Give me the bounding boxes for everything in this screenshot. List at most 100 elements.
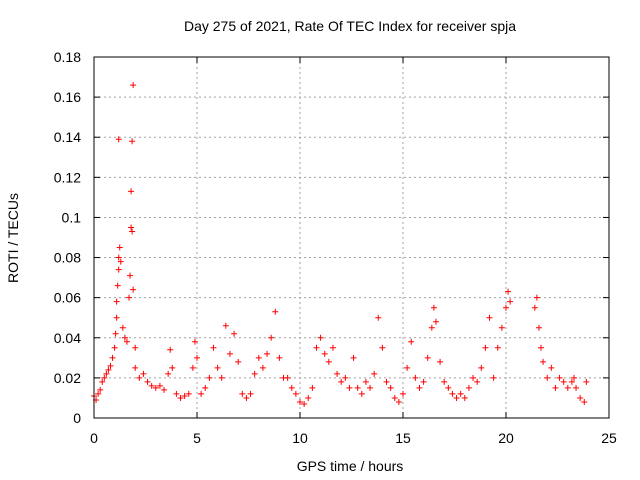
data-point bbox=[568, 378, 575, 385]
data-point bbox=[115, 136, 122, 143]
data-point bbox=[317, 334, 324, 341]
data-point bbox=[412, 374, 419, 381]
data-point bbox=[404, 364, 411, 371]
data-point bbox=[538, 344, 545, 351]
data-point bbox=[185, 390, 192, 397]
data-point bbox=[129, 138, 136, 145]
data-point bbox=[105, 366, 112, 373]
data-point bbox=[309, 384, 316, 391]
data-point bbox=[132, 344, 139, 351]
data-point bbox=[101, 374, 108, 381]
y-tick-label: 0.04 bbox=[54, 330, 81, 346]
data-point bbox=[97, 386, 104, 393]
data-point bbox=[321, 350, 328, 357]
data-point bbox=[113, 314, 120, 321]
plot-frame bbox=[93, 56, 610, 419]
data-point bbox=[354, 384, 361, 391]
data-point bbox=[117, 258, 124, 265]
data-point bbox=[465, 384, 472, 391]
data-point bbox=[577, 394, 584, 401]
data-point bbox=[114, 282, 121, 289]
data-point bbox=[583, 378, 590, 385]
x-tick-label: 10 bbox=[292, 430, 308, 446]
data-point bbox=[395, 398, 402, 405]
data-point bbox=[231, 330, 238, 337]
data-point bbox=[505, 288, 512, 295]
data-point bbox=[570, 374, 577, 381]
data-point bbox=[371, 370, 378, 377]
data-point bbox=[140, 370, 147, 377]
data-point bbox=[375, 314, 382, 321]
data-point bbox=[115, 266, 122, 273]
data-point bbox=[167, 346, 174, 353]
y-tick-label: 0.1 bbox=[62, 209, 82, 225]
data-point bbox=[453, 394, 460, 401]
data-point bbox=[430, 304, 437, 311]
data-point bbox=[130, 286, 137, 293]
axis-ticks bbox=[93, 56, 610, 419]
data-point bbox=[169, 364, 176, 371]
data-point bbox=[109, 354, 116, 361]
data-point bbox=[126, 294, 133, 301]
data-point bbox=[420, 378, 427, 385]
data-point bbox=[292, 390, 299, 397]
data-point bbox=[367, 384, 374, 391]
data-point bbox=[387, 384, 394, 391]
data-point bbox=[329, 344, 336, 351]
data-point bbox=[112, 330, 119, 337]
data-point bbox=[470, 374, 477, 381]
data-point bbox=[581, 398, 588, 405]
data-point bbox=[165, 370, 172, 377]
data-point bbox=[358, 390, 365, 397]
data-point bbox=[552, 384, 559, 391]
data-point bbox=[128, 188, 135, 195]
x-axis-label: GPS time / hours bbox=[297, 458, 404, 474]
data-point bbox=[457, 390, 464, 397]
data-point bbox=[116, 244, 123, 251]
data-point bbox=[202, 384, 209, 391]
data-point bbox=[222, 322, 229, 329]
data-point bbox=[474, 378, 481, 385]
data-point bbox=[486, 314, 493, 321]
y-tick-labels: 0 0.02 0.04 0.06 0.08 0.1 0.12 0.14 0.16 0.18 bbox=[54, 49, 81, 426]
data-point bbox=[544, 374, 551, 381]
data-point bbox=[531, 304, 538, 311]
data-point bbox=[301, 400, 308, 407]
data-point bbox=[503, 304, 509, 311]
data-point bbox=[416, 384, 423, 391]
data-point bbox=[226, 350, 233, 357]
x-tick-label: 20 bbox=[498, 430, 514, 446]
data-point bbox=[573, 384, 580, 391]
data-point bbox=[334, 370, 341, 377]
data-point bbox=[276, 354, 283, 361]
data-point bbox=[346, 384, 353, 391]
data-point bbox=[313, 344, 320, 351]
data-point bbox=[297, 398, 303, 405]
data-point bbox=[338, 378, 345, 385]
y-tick-label: 0.18 bbox=[54, 49, 81, 65]
data-point bbox=[129, 228, 136, 235]
data-point bbox=[210, 344, 217, 351]
data-point bbox=[107, 362, 114, 369]
data-point bbox=[305, 394, 312, 401]
data-point bbox=[461, 394, 468, 401]
y-tick-label: 0.16 bbox=[54, 89, 81, 105]
data-point bbox=[548, 364, 555, 371]
y-tick-label: 0.02 bbox=[54, 370, 81, 386]
data-point bbox=[95, 390, 102, 397]
data-point bbox=[156, 382, 163, 389]
data-point bbox=[490, 374, 497, 381]
data-point bbox=[113, 298, 120, 305]
data-point bbox=[540, 358, 547, 365]
data-point bbox=[111, 344, 118, 351]
data-point bbox=[191, 338, 198, 345]
data-point bbox=[214, 364, 221, 371]
y-tick-label: 0 bbox=[73, 410, 81, 426]
data-point bbox=[128, 224, 135, 231]
y-tick-label: 0.06 bbox=[54, 290, 81, 306]
data-point bbox=[218, 374, 225, 381]
y-axis-label: ROTI / TECUs bbox=[5, 193, 21, 283]
data-points bbox=[91, 82, 590, 407]
data-point bbox=[132, 364, 139, 371]
data-point bbox=[362, 378, 369, 385]
